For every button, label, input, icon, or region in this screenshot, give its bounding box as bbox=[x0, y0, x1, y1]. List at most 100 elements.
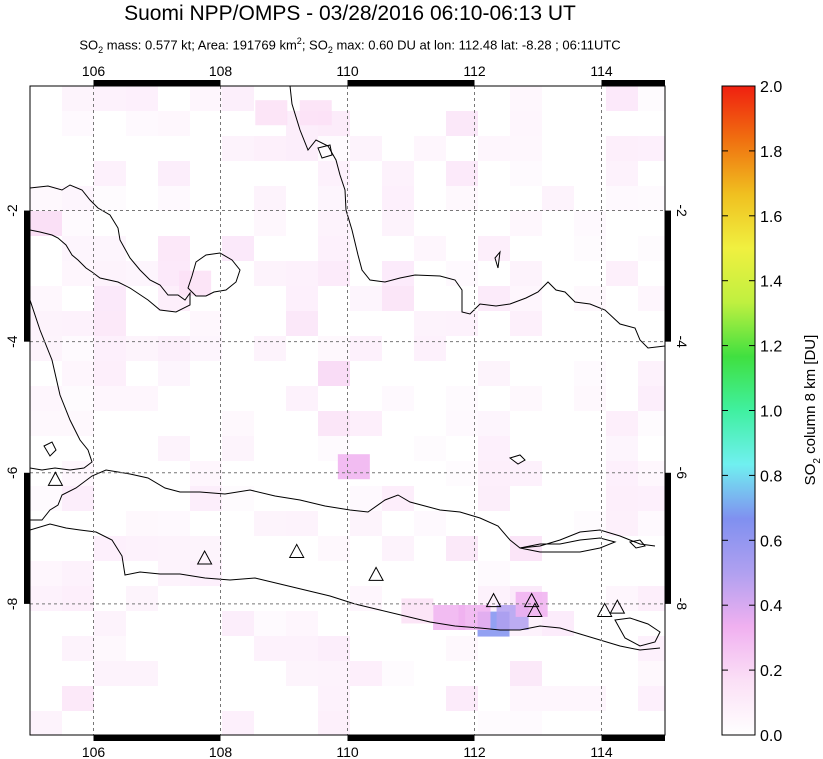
so2-background-cell bbox=[446, 311, 478, 336]
so2-background-cell bbox=[222, 411, 254, 436]
lon-label-top: 112 bbox=[463, 63, 486, 79]
so2-background-cell bbox=[158, 161, 190, 186]
so2-background-cell bbox=[126, 261, 158, 286]
so2-background-cell bbox=[190, 461, 222, 486]
so2-background-cell bbox=[318, 211, 350, 236]
so2-background-cell bbox=[350, 661, 382, 686]
so2-background-cell bbox=[62, 86, 94, 111]
so2-background-cell bbox=[638, 86, 665, 111]
so2-background-cell bbox=[62, 636, 94, 661]
so2-background-cell bbox=[478, 486, 510, 511]
so2-background-cell bbox=[638, 136, 665, 161]
so2-background-cell bbox=[350, 286, 382, 311]
so2-background-cell bbox=[30, 561, 62, 586]
volcano-triangle-icon bbox=[368, 566, 384, 581]
so2-background-cell bbox=[446, 111, 478, 136]
so2-background-cell bbox=[446, 536, 478, 561]
so2-background-cell bbox=[254, 261, 286, 286]
frame-bar-right bbox=[665, 472, 671, 604]
so2-background-cell bbox=[318, 636, 350, 661]
so2-background-cell bbox=[414, 511, 446, 536]
so2-background-cell bbox=[254, 211, 286, 236]
colorbar-tick-label: 1.4 bbox=[760, 274, 782, 291]
lat-label-right: -6 bbox=[674, 467, 690, 480]
so2-background-cell bbox=[94, 286, 126, 311]
coastline-madura bbox=[519, 537, 617, 553]
so2-background-cell bbox=[158, 336, 190, 361]
so2-background-cell bbox=[606, 461, 638, 486]
lon-label-bottom: 114 bbox=[590, 744, 613, 759]
lat-label-left: -6 bbox=[4, 466, 20, 479]
so2-background-cell bbox=[254, 186, 286, 211]
so2-background-cell bbox=[126, 661, 158, 686]
so2-background-cell bbox=[286, 311, 318, 336]
frame-bar-left bbox=[24, 472, 30, 604]
frame-bar-top bbox=[601, 80, 665, 86]
so2-background-cell bbox=[30, 386, 62, 411]
so2-background-cell bbox=[382, 486, 414, 511]
so2-background-cell bbox=[62, 211, 94, 236]
so2-background-cell bbox=[574, 386, 606, 411]
so2-background-cell bbox=[478, 461, 510, 486]
so2-background-cell bbox=[606, 86, 638, 111]
frame-bar-bottom bbox=[601, 735, 665, 741]
so2-background-cell bbox=[350, 486, 382, 511]
so2-background-cell bbox=[158, 511, 190, 536]
so2-background-cell bbox=[382, 286, 414, 311]
so2-background-cell bbox=[510, 661, 542, 686]
colorbar-tick-label: 0.0 bbox=[760, 728, 782, 745]
so2-background-cell bbox=[350, 586, 382, 611]
colorbar-tick-label: 0.6 bbox=[760, 533, 782, 550]
so2-background-cell bbox=[638, 686, 665, 711]
so2-background-cell bbox=[318, 361, 350, 386]
coastline-island-c bbox=[317, 144, 333, 159]
so2-background-cell bbox=[638, 286, 665, 311]
so2-background-cell bbox=[62, 561, 94, 586]
so2-background-cell bbox=[574, 686, 606, 711]
so2-background-cell bbox=[638, 411, 665, 436]
so2-background-cell bbox=[574, 236, 606, 261]
subtitle-so2-sub: 2 bbox=[98, 44, 104, 55]
so2-background-cell bbox=[62, 111, 94, 136]
so2-background-cell bbox=[30, 186, 62, 211]
coastline-bangka bbox=[187, 252, 241, 297]
so2-background-cell bbox=[574, 286, 606, 311]
so2-background-cell bbox=[446, 261, 478, 286]
so2-background-cell bbox=[286, 636, 318, 661]
so2-background-cell bbox=[190, 486, 222, 511]
frame-bar-left bbox=[24, 210, 30, 342]
so2-background-cell bbox=[286, 386, 318, 411]
so2-background-cell bbox=[190, 561, 222, 586]
so2-background-cell bbox=[158, 336, 190, 361]
so2-background-cell bbox=[638, 511, 665, 536]
so2-background-cell bbox=[94, 536, 126, 561]
so2-background-cell bbox=[254, 611, 286, 636]
so2-background-cell bbox=[318, 411, 350, 436]
so2-background-cell bbox=[94, 236, 126, 261]
subtitle-max-info: max: 0.60 DU at lon: 112.48 lat: -8.28 ;… bbox=[332, 37, 621, 53]
so2-background-cell bbox=[510, 261, 542, 286]
subtitle-sep: ; SO bbox=[301, 37, 328, 53]
coastline-bali bbox=[614, 617, 661, 647]
so2-background-cell bbox=[318, 711, 350, 735]
so2-background-cell bbox=[94, 286, 126, 311]
coastline-sumatra bbox=[30, 184, 191, 313]
so2-cell bbox=[337, 454, 370, 480]
so2-background-cell bbox=[158, 161, 190, 186]
coastline-island-d bbox=[494, 250, 501, 269]
so2-background-cell bbox=[446, 411, 478, 436]
so2-background-cell bbox=[158, 236, 190, 261]
colorbar-tick-label: 1.0 bbox=[760, 404, 782, 421]
so2-background-cell bbox=[62, 311, 94, 336]
so2-background-cell bbox=[318, 336, 350, 361]
volcano-triangle-icon bbox=[609, 599, 626, 614]
so2-background-cell bbox=[158, 436, 190, 461]
frame-bar-bottom bbox=[93, 735, 221, 741]
colorbar-tick-label: 0.8 bbox=[760, 468, 782, 485]
so2-background-cell bbox=[478, 711, 510, 735]
so2-background-cell bbox=[30, 211, 62, 236]
so2-background-cell bbox=[414, 311, 446, 336]
so2-background-cell bbox=[62, 336, 94, 361]
so2-background-cell bbox=[94, 311, 126, 336]
